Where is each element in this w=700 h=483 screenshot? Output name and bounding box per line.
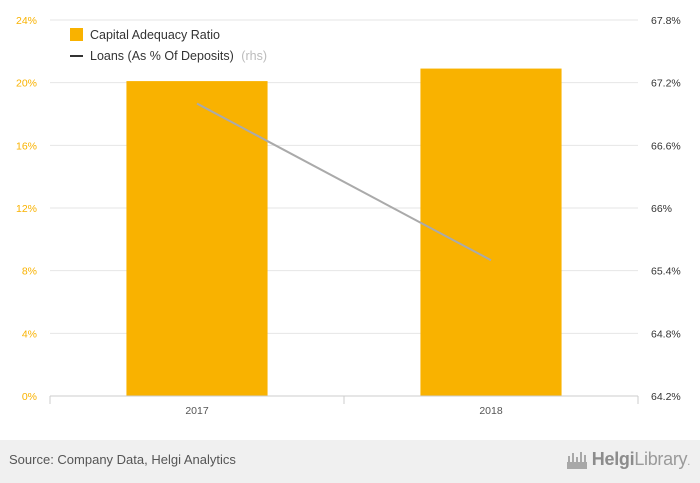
source-note: Source: Company Data, Helgi Analytics [9, 452, 236, 467]
y-left-tick-label: 20% [16, 78, 37, 90]
bar-series [126, 68, 562, 397]
y-left-tick-label: 8% [22, 266, 37, 278]
y-right-tick-label: 64.2% [651, 391, 681, 403]
legend-swatch-capital-adequacy [70, 28, 83, 41]
y-right-tick-label: 67.2% [651, 78, 681, 90]
legend: Capital Adequacy Ratio Loans (As % Of De… [70, 28, 267, 63]
legend-label-rhs: (rhs) [241, 49, 267, 63]
helgi-library-logo-icon [566, 451, 587, 469]
y-right-tick-label: 64.8% [651, 328, 681, 340]
y-left-tick-label: 24% [16, 15, 37, 27]
combo-chart: 0% 4% 8% 12% 16% 20% 24% 64.2% 64.8% 65.4% 66% 66.6… [16, 15, 681, 417]
bar-capital-adequacy [420, 68, 562, 397]
y-right-tick-label: 67.8% [651, 15, 681, 27]
y-left-tick-label: 12% [16, 203, 37, 215]
footer: Source: Company Data, Helgi Analytics He… [0, 440, 700, 483]
y-right-tick-label: 65.4% [651, 266, 681, 278]
x-axis-tick-label: 2017 [185, 405, 209, 417]
legend-label-capital-adequacy: Capital Adequacy Ratio [90, 28, 220, 42]
brand-dot: . [687, 456, 690, 468]
x-axis-tick-label: 2018 [479, 405, 503, 417]
y-left-tick-label: 0% [22, 391, 37, 403]
brand-suffix: Library [634, 449, 688, 469]
line-loans-to-deposits [196, 102, 492, 262]
y-right-tick-label: 66.6% [651, 140, 681, 152]
axes: 0% 4% 8% 12% 16% 20% 24% 64.2% 64.8% 65.4% 66% 66.6… [16, 15, 681, 417]
brand-logo: HelgiLibrary. [566, 449, 690, 470]
bar-capital-adequacy [126, 81, 268, 396]
legend-label-loans-group: Loans (As % Of Deposits) (rhs) [90, 49, 267, 63]
y-left-tick-label: 16% [16, 140, 37, 152]
y-right-tick-label: 66% [651, 203, 672, 215]
brand-name: Helgi [591, 449, 635, 469]
line-series [196, 102, 492, 262]
y-left-tick-label: 4% [22, 328, 37, 340]
legend-label-loans: Loans (As % Of Deposits) [90, 49, 234, 63]
